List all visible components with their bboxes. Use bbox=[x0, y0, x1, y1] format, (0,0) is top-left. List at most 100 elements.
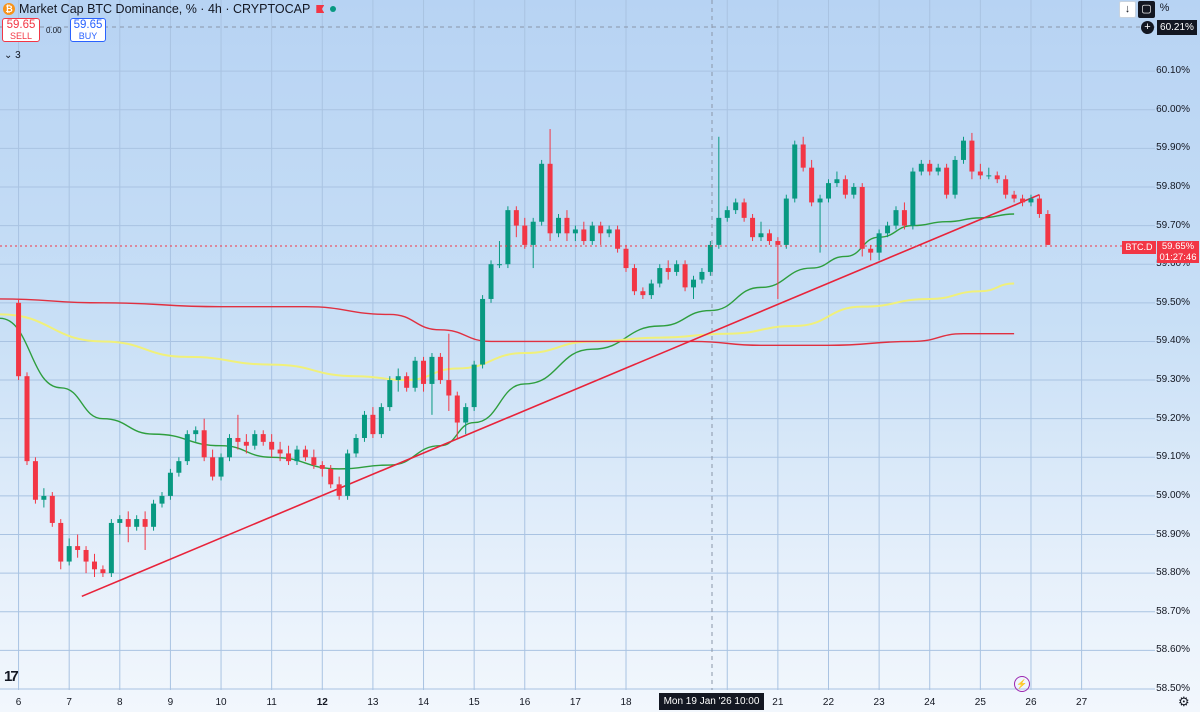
candle bbox=[184, 430, 190, 466]
candle bbox=[1011, 190, 1017, 203]
candle-body bbox=[412, 360, 418, 388]
candle bbox=[378, 403, 384, 438]
candle bbox=[859, 183, 865, 257]
candle bbox=[699, 268, 705, 284]
candle bbox=[657, 264, 663, 288]
candle bbox=[825, 179, 831, 203]
candle bbox=[463, 403, 469, 435]
time-tick-label: 10 bbox=[215, 697, 227, 708]
candle-body bbox=[117, 519, 123, 523]
price-tick-label: 59.10% bbox=[1156, 451, 1190, 463]
candle-body bbox=[994, 175, 1000, 180]
time-tick-label: 7 bbox=[66, 697, 72, 708]
add-alert-plus-icon[interactable]: + bbox=[1141, 21, 1154, 34]
candle-body bbox=[125, 519, 131, 527]
candle-body bbox=[277, 449, 283, 454]
candle-body bbox=[522, 225, 528, 245]
candle-body bbox=[429, 356, 435, 384]
candle bbox=[994, 171, 1000, 184]
candle-body bbox=[581, 229, 587, 242]
spread-value: 0.00 bbox=[46, 26, 62, 35]
buy-button[interactable]: 59.65 BUY bbox=[70, 18, 106, 42]
candle-body bbox=[91, 561, 97, 570]
candle-body bbox=[901, 210, 907, 226]
tradingview-logo-icon[interactable]: 17 bbox=[4, 668, 19, 685]
candle bbox=[277, 441, 283, 462]
gear-icon[interactable]: ⚙ bbox=[1178, 694, 1190, 709]
candle bbox=[623, 244, 629, 272]
candle-body bbox=[674, 264, 680, 272]
candle bbox=[615, 225, 621, 253]
candle-body bbox=[935, 167, 941, 172]
candle bbox=[294, 445, 300, 466]
candle bbox=[446, 333, 452, 411]
candle-body bbox=[24, 376, 30, 462]
candle bbox=[311, 449, 317, 469]
candle bbox=[1045, 210, 1051, 245]
candle bbox=[885, 221, 891, 238]
candle-body bbox=[817, 198, 823, 203]
indicators-count: 3 bbox=[15, 50, 21, 61]
candle bbox=[319, 461, 325, 477]
candle-body bbox=[716, 217, 722, 245]
candle-body bbox=[75, 546, 81, 550]
candle-body bbox=[589, 225, 595, 242]
candle-body bbox=[640, 291, 646, 296]
flag-icon[interactable] bbox=[316, 5, 325, 13]
candle-body bbox=[648, 283, 654, 296]
candle-body bbox=[851, 186, 857, 195]
sell-button[interactable]: 59.65 SELL bbox=[2, 18, 40, 42]
candle bbox=[969, 132, 975, 180]
candle bbox=[1003, 175, 1009, 199]
candle-body bbox=[345, 453, 351, 496]
sell-price: 59.65 bbox=[6, 19, 36, 31]
candle bbox=[404, 372, 410, 392]
candle-body bbox=[834, 179, 840, 184]
candle-body bbox=[294, 449, 300, 462]
candle-body bbox=[437, 356, 443, 381]
time-tick-label: 6 bbox=[15, 697, 22, 708]
download-arrow-button[interactable]: ↓ bbox=[1119, 1, 1136, 18]
trendline-line bbox=[81, 193, 1040, 598]
candle-body bbox=[201, 430, 207, 458]
candle-body bbox=[151, 503, 157, 527]
candle-body bbox=[986, 175, 992, 177]
candle bbox=[598, 221, 604, 245]
auto-scale-button[interactable]: ▢ bbox=[1138, 1, 1155, 18]
candle-body bbox=[378, 407, 384, 435]
price-tick-label: 59.80% bbox=[1156, 180, 1190, 192]
candle-body bbox=[496, 264, 502, 266]
indicators-toggle[interactable]: ⌄ 3 bbox=[4, 50, 21, 61]
candle bbox=[648, 279, 654, 299]
candle bbox=[935, 163, 941, 176]
chart-title[interactable]: Market Cap BTC Dominance, % · 4h · CRYPT… bbox=[19, 2, 311, 16]
candle bbox=[724, 206, 730, 222]
candle bbox=[1028, 194, 1034, 207]
candle-body bbox=[758, 233, 764, 238]
chevron-down-icon: ⌄ bbox=[4, 50, 13, 61]
candle-body bbox=[691, 279, 697, 288]
candle bbox=[260, 430, 266, 446]
candle-body bbox=[977, 171, 983, 176]
candle bbox=[960, 136, 966, 164]
price-tick-label: 58.90% bbox=[1156, 528, 1190, 540]
candle bbox=[505, 206, 511, 269]
candle bbox=[868, 244, 874, 261]
candle bbox=[716, 136, 722, 249]
candle bbox=[412, 356, 418, 392]
current-price: 59.65% bbox=[1161, 241, 1195, 252]
candle-body bbox=[944, 167, 950, 195]
grid bbox=[0, 0, 1155, 690]
time-tick-label: 17 bbox=[569, 697, 581, 708]
candle-body bbox=[134, 519, 140, 527]
candle bbox=[353, 434, 359, 458]
candle-body bbox=[572, 229, 578, 234]
candle bbox=[421, 356, 427, 392]
lightning-icon[interactable]: ⚡ bbox=[1014, 676, 1030, 692]
candle-body bbox=[142, 519, 148, 527]
candle bbox=[480, 295, 486, 369]
candle-body bbox=[108, 522, 114, 574]
trendline bbox=[81, 193, 1040, 598]
percent-scale-button[interactable]: % bbox=[1157, 1, 1172, 16]
